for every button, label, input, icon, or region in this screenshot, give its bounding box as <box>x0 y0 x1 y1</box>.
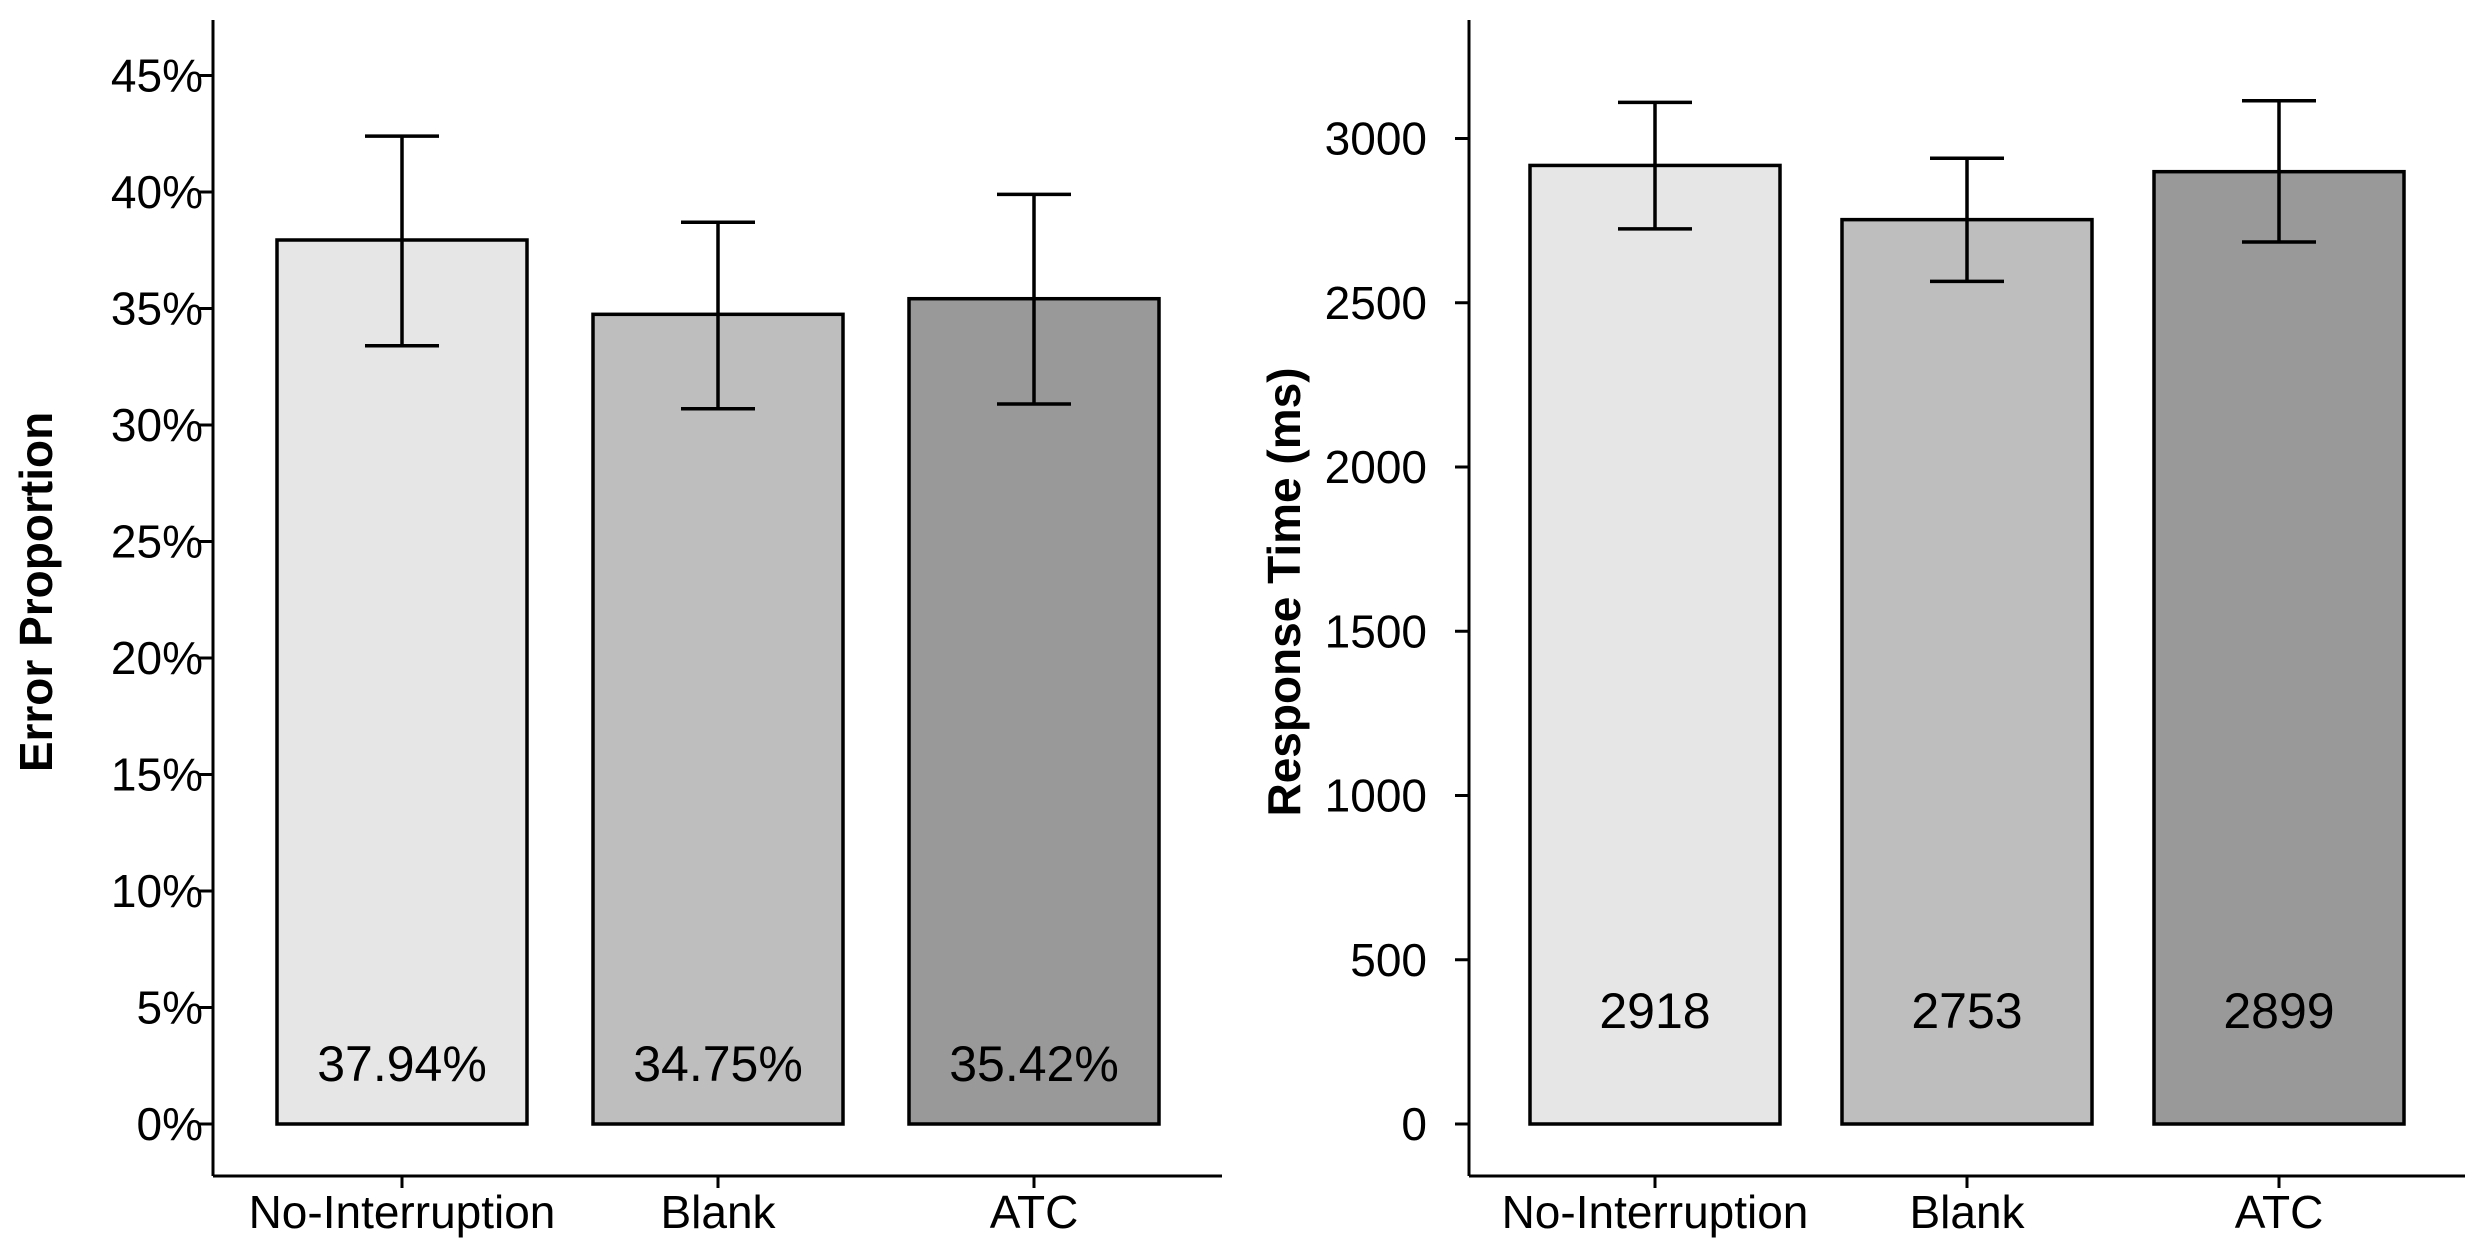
y-tick-label: 2000 <box>1325 441 1427 493</box>
bar-value-label: 2918 <box>1599 983 1710 1039</box>
y-tick-label: 0 <box>1401 1098 1427 1150</box>
y-tick-label: 0% <box>137 1098 203 1150</box>
y-tick-label: 3000 <box>1325 113 1427 165</box>
y-tick-label: 15% <box>111 749 203 801</box>
response-time-panel: 0 500 1000 1500 2000 2500 3000 2918 No-Interrupt… <box>1258 20 2465 1238</box>
y-tick-label: 30% <box>111 399 203 451</box>
bar <box>591 312 845 1126</box>
x-category-label: Blank <box>660 1186 776 1238</box>
y-tick-label: 1000 <box>1325 770 1427 822</box>
bar <box>1528 163 1782 1126</box>
x-category-label: No-Interruption <box>249 1186 556 1238</box>
y-tick-label: 10% <box>111 865 203 917</box>
y-tick-label: 35% <box>111 283 203 335</box>
y-tick-label: 1500 <box>1325 605 1427 657</box>
y-tick-label: 45% <box>111 50 203 102</box>
bar <box>907 296 1161 1126</box>
bar-value-label: 35.42% <box>949 1036 1119 1092</box>
x-category-label: ATC <box>990 1186 1079 1238</box>
y-tick-label: 40% <box>111 166 203 218</box>
y-tick-label: 5% <box>137 982 203 1034</box>
x-category-label: Blank <box>1909 1186 2025 1238</box>
bar <box>1840 217 2094 1126</box>
y-tick-label: 2500 <box>1325 277 1427 329</box>
y-axis-title: Error Proportion <box>10 412 62 772</box>
bar <box>2152 169 2406 1126</box>
bar-value-label: 2753 <box>1911 983 2022 1039</box>
y-tick-label: 25% <box>111 516 203 568</box>
y-tick-label: 20% <box>111 632 203 684</box>
bar-value-label: 34.75% <box>633 1036 803 1092</box>
x-category-label: No-Interruption <box>1502 1186 1809 1238</box>
bar-value-label: 37.94% <box>317 1036 487 1092</box>
x-category-label: ATC <box>2235 1186 2324 1238</box>
bar-value-label: 2899 <box>2223 983 2334 1039</box>
error-proportion-panel: 0% 5% 10% 15% 20% 25% 30% 35% 40% 45% 37.94% No-Int… <box>10 20 1222 1238</box>
bar <box>275 238 529 1126</box>
y-tick-label: 500 <box>1350 934 1427 986</box>
y-axis-title: Response Time (ms) <box>1258 367 1310 816</box>
